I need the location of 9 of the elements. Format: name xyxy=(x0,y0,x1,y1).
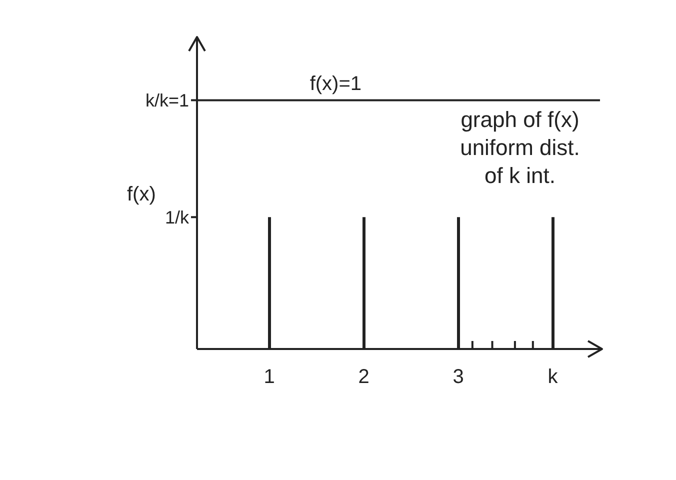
y-tick-label: k/k=1 xyxy=(145,90,189,111)
x-tick-label: k xyxy=(548,366,559,388)
x-tick-label: 2 xyxy=(358,366,370,388)
ref-line-label: f(x)=1 xyxy=(310,73,362,96)
x-tick-label: 3 xyxy=(452,366,464,388)
y-axis-title: f(x) xyxy=(127,184,156,206)
y-tick-label: 1/k xyxy=(164,208,190,228)
x-tick-label: 1 xyxy=(264,366,275,388)
annotation: graph of f(x) uniform dist. of k int. xyxy=(459,106,581,190)
